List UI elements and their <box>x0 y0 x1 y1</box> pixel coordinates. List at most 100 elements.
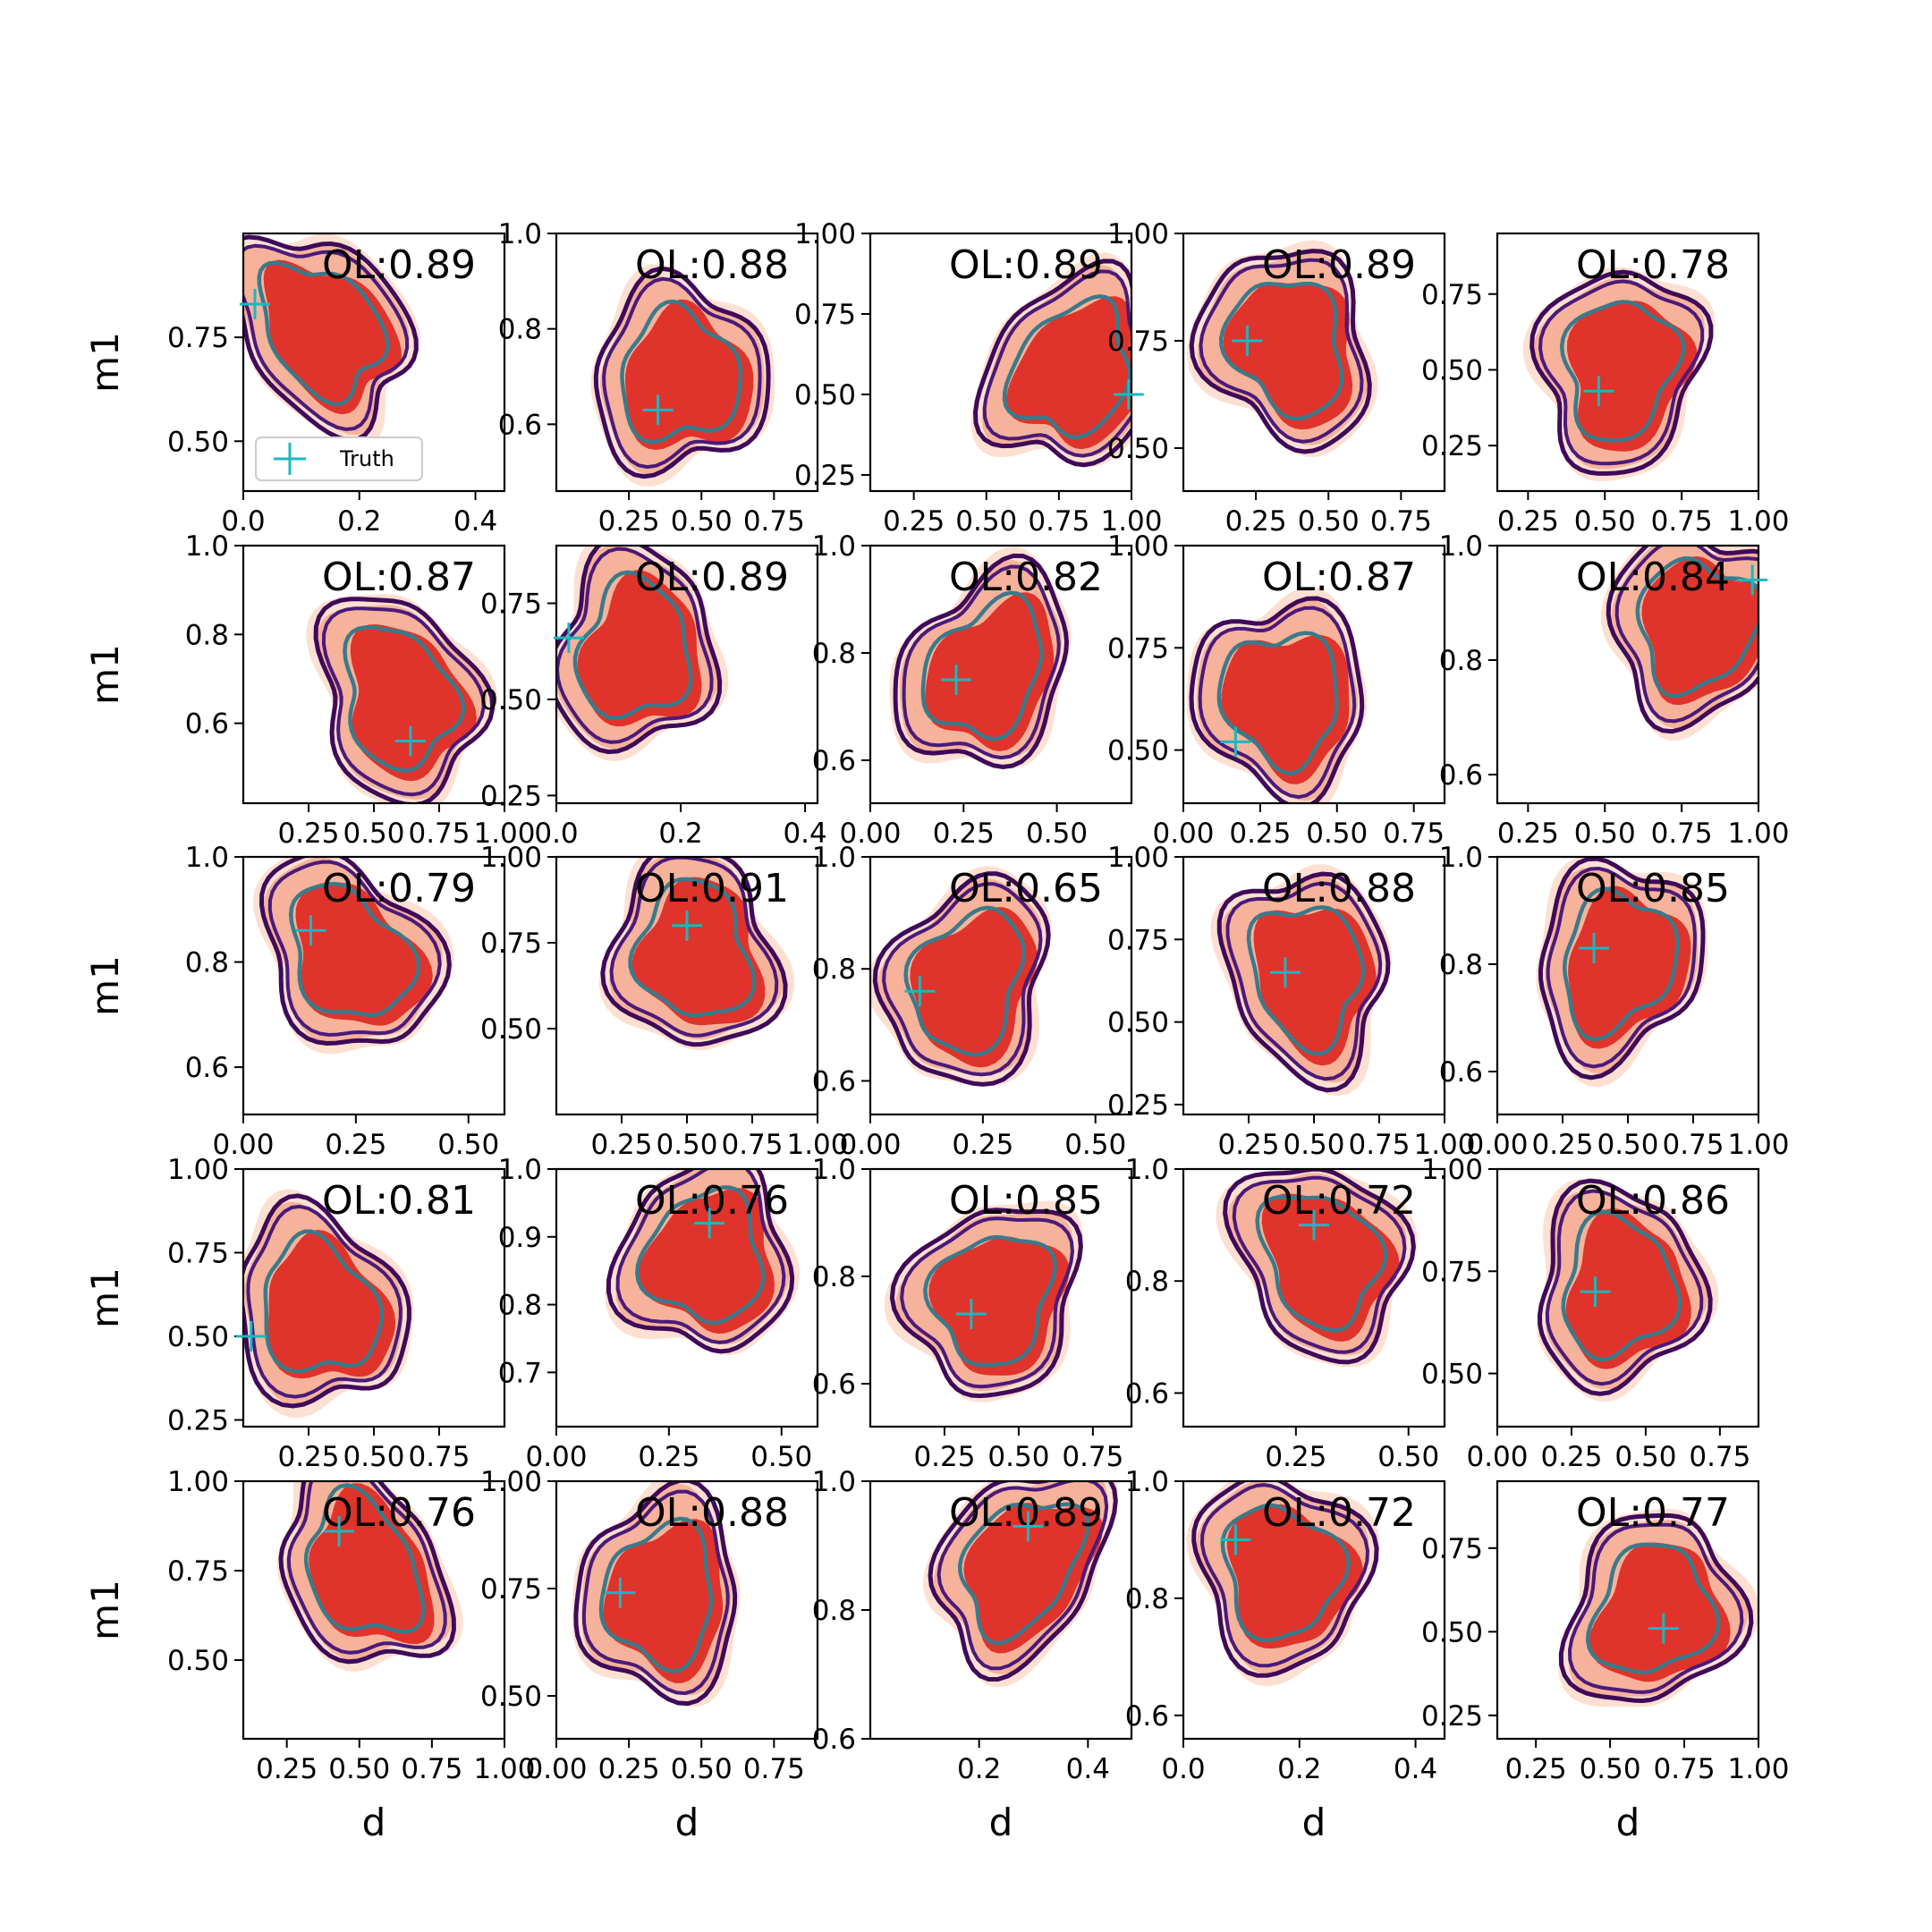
y-tick-label: 1.00 <box>1107 530 1169 563</box>
y-tick-label: 0.8 <box>1125 1266 1169 1298</box>
density-contours <box>1558 1508 1758 1707</box>
density-contours <box>1186 587 1368 803</box>
axes-frame <box>555 1167 819 1428</box>
y-tick-label: 1.0 <box>185 842 229 874</box>
y-tick-label: 0.6 <box>1125 1700 1169 1733</box>
density-contours <box>870 866 1052 1087</box>
truth-marker <box>553 623 584 654</box>
y-tick-label: 0.75 <box>1107 632 1169 665</box>
overlap-label: OL:0.89 <box>949 1490 1103 1536</box>
y-tick-label: 0.8 <box>185 619 229 651</box>
overlap-label: OL:0.77 <box>1576 1490 1730 1536</box>
axes-frame <box>555 232 819 493</box>
x-axis-label: d <box>1302 1801 1326 1844</box>
y-tick-label: 0.6 <box>1439 759 1483 792</box>
x-tick-label: 0.25 <box>1229 818 1291 850</box>
axes-frame <box>242 232 506 493</box>
x-tick-label: 0.25 <box>1225 505 1287 538</box>
truth-marker <box>694 1208 725 1239</box>
x-tick-label: 0.25 <box>256 1753 318 1785</box>
x-tick-label: 0.0 <box>221 505 265 538</box>
x-tick-label: 0.50 <box>1064 1129 1126 1161</box>
y-tick-label: 1.00 <box>167 1154 229 1186</box>
subplot-5-3: 0.2 0.4 0.6 0.8 1.0 OL:0.89 d <box>812 1466 1133 1844</box>
contour-line-mid <box>1199 258 1364 444</box>
y-tick-label: 0.8 <box>812 1595 856 1627</box>
contour-line-outer <box>1223 1169 1416 1365</box>
contour-line-outer <box>243 1193 411 1409</box>
subplot-4-4: 0.25 0.50 0.6 0.8 1.0 OL:0.72 <box>1125 1154 1446 1473</box>
y-tick-label: 0.25 <box>1107 1089 1169 1122</box>
y-tick-label: 0.75 <box>1107 924 1169 956</box>
y-tick-label: 0.8 <box>1125 1583 1169 1615</box>
truth-marker <box>940 665 971 695</box>
x-tick-label: 1.00 <box>1727 1129 1789 1161</box>
contour-line-inner <box>957 1502 1090 1646</box>
y-tick-label: 1.00 <box>480 1466 542 1498</box>
density-contours <box>1186 240 1378 458</box>
y-axis-label: m1 <box>83 644 127 705</box>
y-tick-label: 0.25 <box>167 1405 229 1437</box>
contour-line-outer <box>893 553 1070 770</box>
y-tick-label: 1.0 <box>812 1466 856 1498</box>
x-tick-label: 0.50 <box>955 505 1017 538</box>
y-tick-label: 0.6 <box>812 745 856 777</box>
contour-line-mid <box>982 269 1131 458</box>
x-tick-label: 0.00 <box>839 1129 901 1161</box>
x-tick-label: 0.00 <box>1466 1441 1528 1473</box>
y-tick-label: 0.8 <box>812 953 856 986</box>
y-tick-label: 0.6 <box>812 1065 856 1097</box>
contour-line-outer <box>1191 1481 1379 1678</box>
subplot-1-3: 0.25 0.50 0.75 1.00 0.25 0.50 0.75 1.00 OL:0.89 <box>794 218 1163 538</box>
contour-line-outer <box>606 1169 795 1354</box>
overlap-label: OL:0.84 <box>1576 555 1730 600</box>
y-tick-label: 1.00 <box>167 1466 229 1498</box>
contour-line-inner <box>635 1185 766 1326</box>
contour-line-inner <box>620 299 743 445</box>
subplot-1-2: 0.25 0.50 0.75 0.6 0.8 1.0 OL:0.88 <box>498 218 819 538</box>
y-axis-label: m1 <box>83 1580 127 1640</box>
legend: Truth <box>255 436 423 481</box>
y-tick-label: 0.50 <box>1107 433 1169 465</box>
x-tick-label: 0.50 <box>343 1441 404 1473</box>
x-tick-label: 0.75 <box>1651 505 1713 538</box>
overlap-label: OL:0.87 <box>1262 555 1416 600</box>
x-axis-label: d <box>675 1801 699 1844</box>
axes-frame <box>242 855 506 1116</box>
x-tick-label: 0.25 <box>325 1129 386 1161</box>
y-tick-label: 1.00 <box>1107 842 1169 874</box>
y-tick-label: 1.0 <box>185 530 229 563</box>
subplot-5-4: 0.0 0.2 0.4 0.6 0.8 1.0 OL:0.72 d <box>1125 1466 1446 1844</box>
axes-frame <box>1496 544 1760 805</box>
density-contours <box>306 594 498 803</box>
axes-frame <box>1496 232 1760 493</box>
x-tick-label: 0.75 <box>721 1129 783 1161</box>
x-tick-label: 0.25 <box>598 505 660 538</box>
x-tick-label: 0.4 <box>1394 1753 1437 1785</box>
x-tick-label: 0.4 <box>783 818 826 850</box>
x-tick-label: 0.25 <box>1497 818 1559 850</box>
axes-frame <box>869 1167 1133 1428</box>
axes-frame <box>1496 1167 1760 1428</box>
truth-marker <box>1299 1209 1329 1241</box>
x-tick-label: 0.50 <box>671 505 733 538</box>
x-tick-label: 1.00 <box>1100 505 1162 538</box>
x-tick-label: 0.50 <box>750 1441 812 1473</box>
x-tick-label: 0.50 <box>1614 1441 1676 1473</box>
truth-marker <box>1648 1613 1679 1644</box>
density-contours <box>1600 546 1758 741</box>
x-tick-label: 0.50 <box>328 1753 390 1785</box>
contour-line-outer <box>1530 269 1714 476</box>
contour-line-outer <box>593 266 771 479</box>
axes-frame <box>555 1479 819 1741</box>
contour-line-inner <box>1002 294 1131 440</box>
x-tick-label: 0.4 <box>453 505 497 538</box>
y-tick-label: 0.50 <box>1421 354 1483 386</box>
truth-marker <box>672 910 702 941</box>
contour-line-mid <box>1225 881 1383 1081</box>
subplot-2-5: 0.25 0.50 0.75 1.00 0.6 0.8 1.0 OL:0.84 <box>1439 530 1790 850</box>
subplot-4-5: 0.00 0.25 0.50 0.75 0.50 0.75 1.00 OL:0.86 <box>1421 1154 1760 1473</box>
truth-marker <box>1220 726 1251 758</box>
subplot-4-3: 0.25 0.50 0.75 0.6 0.8 1.0 OL:0.85 <box>812 1154 1133 1473</box>
